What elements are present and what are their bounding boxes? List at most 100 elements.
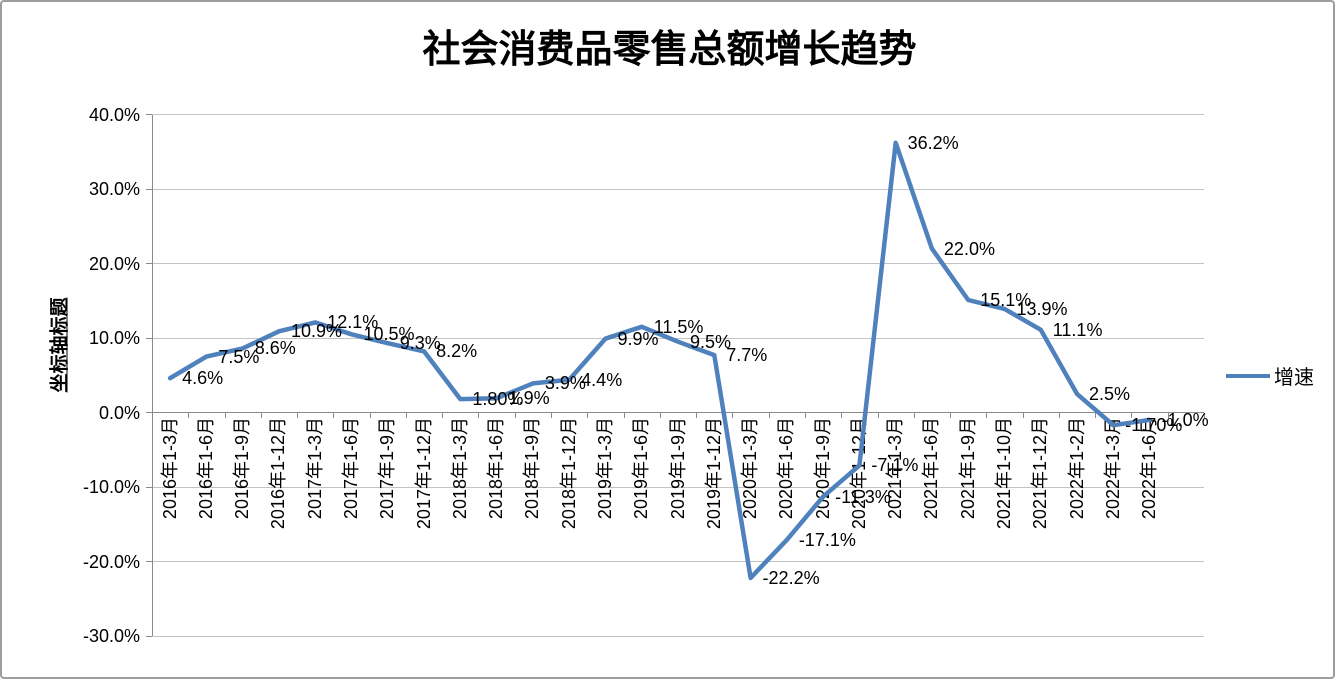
y-axis-tick — [146, 114, 152, 115]
x-axis-label-text: 2019年1-3月 — [594, 416, 615, 519]
data-label: 3.9% — [544, 373, 586, 394]
gridline — [152, 114, 1204, 115]
x-axis-tick — [986, 412, 988, 418]
x-axis-label-text: 2021年1-10月 — [993, 416, 1014, 529]
data-label: 7.7% — [726, 345, 768, 366]
x-axis-label: 2022年1-6月 — [1139, 417, 1159, 567]
data-label: 10.5% — [363, 324, 415, 345]
chart-title: 社会消费品零售总额增长趋势 — [422, 29, 917, 71]
data-label: 36.2% — [907, 132, 959, 153]
x-axis-label-text: 2016年1-3月 — [159, 416, 180, 519]
x-axis-label: 2017年1-3月 — [304, 416, 325, 567]
x-axis-label-text: 2016年1-9月 — [232, 416, 253, 519]
y-axis-tick — [146, 412, 152, 413]
x-axis-tick — [188, 412, 190, 418]
x-axis-tick — [623, 412, 625, 418]
x-axis-label-text: 2022年1-3月 — [1102, 416, 1123, 519]
x-axis-label: 2021年1-12月 — [1030, 417, 1050, 567]
data-label: 13.9% — [1016, 298, 1068, 319]
y-axis-label: 0.0% — [98, 402, 140, 423]
y-axis-tick — [146, 635, 152, 637]
y-axis-label: -10.0% — [82, 477, 140, 497]
y-axis-tick — [146, 337, 152, 339]
x-axis-tick — [696, 412, 698, 418]
data-label: 11.5% — [653, 316, 704, 337]
legend-label: 增速 — [1274, 367, 1314, 389]
data-label: 9.5% — [690, 331, 732, 352]
x-axis-tick — [1058, 412, 1060, 418]
x-axis-tick — [1022, 412, 1024, 418]
data-label: 8.6% — [254, 338, 296, 359]
data-label: 15.1% — [980, 290, 1032, 310]
x-axis-tick — [405, 412, 407, 418]
x-axis-label: 2017年1-6月 — [341, 417, 361, 567]
x-axis-label-text: 2019年1-12月 — [703, 416, 724, 529]
y-axis-tick — [146, 188, 152, 190]
data-label: 9.3% — [399, 333, 441, 354]
x-axis-tick — [551, 412, 553, 418]
x-axis-label: 2018年1-12月 — [559, 417, 579, 567]
x-axis-label-text: 2022年1-2月 — [1066, 416, 1087, 519]
x-axis-tick — [224, 412, 226, 418]
x-axis-label: 2016年1-12月 — [268, 416, 289, 567]
gridline — [152, 635, 1204, 637]
x-axis-label-text: 2017年1-3月 — [304, 416, 325, 519]
data-label: 9.9% — [617, 328, 659, 349]
x-axis-tick — [1204, 412, 1205, 418]
x-axis-label: 2022年1-2月 — [1066, 416, 1087, 567]
data-label: -11.3% — [835, 486, 891, 507]
data-label: 1.80% — [472, 389, 524, 410]
y-axis-label: 30.0% — [88, 179, 140, 199]
x-axis-tick — [950, 412, 952, 418]
y-axis-label: -30.0% — [82, 626, 140, 646]
x-axis-label-text: 2019年1-6月 — [631, 416, 652, 519]
x-axis-label: 2018年1-9月 — [522, 417, 542, 567]
x-axis-label: 2018年1-3月 — [450, 417, 470, 567]
x-axis-tick — [152, 412, 153, 418]
x-axis-label: 2020年1-3月 — [740, 417, 760, 567]
data-label: -1.0% — [1161, 409, 1209, 430]
x-axis-tick — [478, 412, 480, 418]
x-axis-label-text: 2020年1-9月 — [812, 416, 833, 519]
x-axis-tick — [841, 412, 843, 418]
x-axis-label-text: 2020年1-12月 — [848, 416, 869, 529]
x-axis-tick — [260, 412, 262, 418]
x-axis-label: 2021年1-10月 — [993, 416, 1014, 567]
y-axis-label: 40.0% — [88, 104, 140, 125]
x-axis-label-text: 2021年1-6月 — [921, 416, 942, 519]
x-axis-label-text: 2016年1-6月 — [195, 416, 216, 519]
data-label: 8.2% — [436, 341, 478, 362]
x-axis-label: 2022年1-3月 — [1102, 416, 1123, 567]
data-label: 4.4% — [581, 369, 623, 390]
x-axis-label-text: 2020年1-6月 — [776, 416, 797, 519]
x-axis-label: 2017年1-9月 — [377, 417, 397, 567]
data-label: -17.1% — [798, 529, 856, 550]
x-axis-tick — [1095, 412, 1097, 418]
x-axis-label-text: 2016年1-12月 — [268, 416, 289, 529]
x-axis-label-text: 2019年1-9月 — [667, 416, 688, 519]
x-axis-label: 2021年1-9月 — [957, 416, 978, 567]
data-label: 4.6% — [182, 368, 224, 389]
x-axis-label: 2018年1-6月 — [486, 417, 506, 567]
data-label: 1.9% — [508, 388, 550, 409]
x-axis-tick — [659, 412, 661, 418]
data-label: 7.5% — [218, 346, 260, 367]
x-axis-label: 2019年1-3月 — [594, 416, 615, 567]
y-axis-tick — [146, 263, 152, 264]
legend[interactable]: 增速 — [1226, 361, 1314, 390]
x-axis-label-text: 2021年1-9月 — [957, 416, 978, 519]
y-axis-label: 10.0% — [88, 328, 140, 348]
x-axis-tick — [877, 412, 879, 418]
x-axis-label: 2016年1-3月 — [159, 416, 180, 567]
data-label: -22.2% — [762, 567, 820, 588]
x-axis-label: 2019年1-12月 — [703, 416, 724, 567]
x-axis-tick — [297, 412, 299, 418]
x-axis-tick — [1167, 412, 1169, 418]
x-axis-label: 2017年1-12月 — [414, 417, 434, 567]
y-axis-tick — [146, 561, 152, 562]
x-axis-tick — [804, 412, 806, 418]
data-label: -7.1% — [871, 455, 919, 476]
y-axis-line — [152, 114, 153, 636]
legend-line-sample — [1226, 373, 1270, 378]
